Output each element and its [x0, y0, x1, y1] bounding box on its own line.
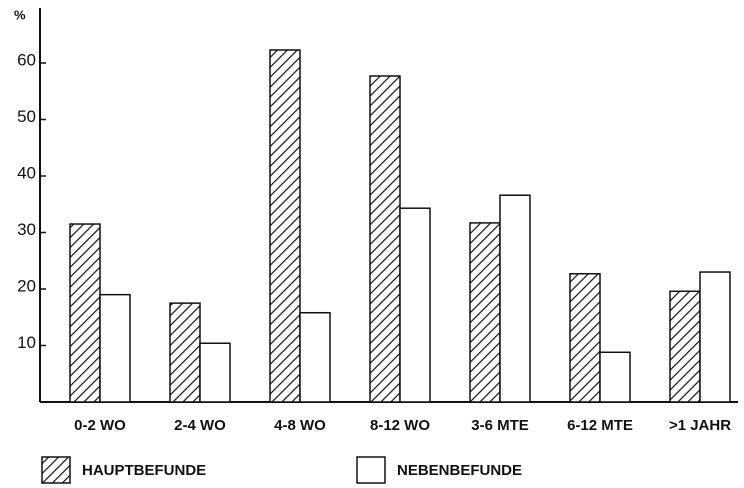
bar — [199, 342, 231, 403]
bar — [699, 271, 731, 403]
bar — [599, 351, 631, 403]
bar — [469, 222, 501, 403]
bar — [569, 272, 601, 403]
x-tick-label: 6-12 MTE — [567, 417, 633, 434]
bar — [269, 49, 301, 403]
legend-swatch — [356, 456, 386, 484]
bar — [299, 311, 331, 403]
x-tick-label: 3-6 MTE — [471, 417, 529, 434]
x-tick-label: 8-12 WO — [370, 417, 430, 434]
y-tick-label: 60 — [17, 50, 36, 69]
bar — [369, 75, 401, 403]
y-tick-label: 50 — [17, 107, 36, 126]
bar — [99, 293, 131, 403]
legend-label: HAUPTBEFUNDE — [82, 462, 206, 479]
bar — [169, 302, 201, 403]
y-tick-label: 20 — [17, 276, 36, 295]
bar — [399, 207, 431, 403]
bar — [499, 194, 531, 403]
y-tick-label: 10 — [17, 333, 36, 352]
x-tick-label: 4-8 WO — [274, 417, 326, 434]
legend-swatch — [41, 456, 71, 484]
x-tick-label: 2-4 WO — [174, 417, 226, 434]
y-tick-label: 40 — [17, 163, 36, 182]
y-axis-label: % — [14, 7, 26, 22]
y-tick-label: 30 — [17, 220, 36, 239]
x-tick-label: >1 JAHR — [669, 417, 731, 434]
bar — [69, 223, 101, 403]
legend-label: NEBENBEFUNDE — [397, 462, 522, 479]
x-tick-label: 0-2 WO — [74, 417, 126, 434]
bar — [669, 290, 701, 403]
